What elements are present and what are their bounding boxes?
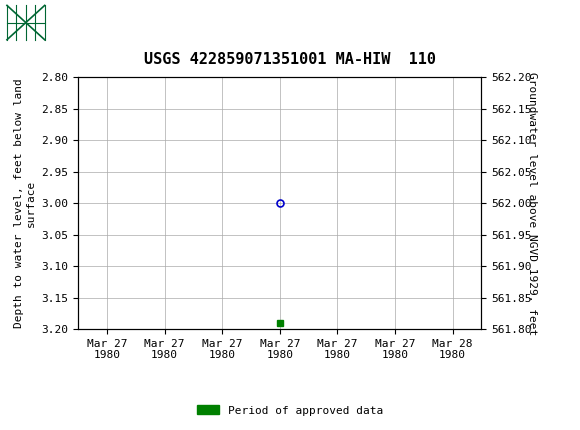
FancyBboxPatch shape xyxy=(7,6,45,40)
Legend: Period of approved data: Period of approved data xyxy=(193,401,387,420)
Y-axis label: Depth to water level, feet below land
surface: Depth to water level, feet below land su… xyxy=(14,78,36,328)
Text: USGS: USGS xyxy=(49,14,104,31)
Y-axis label: Groundwater level above NGVD 1929, feet: Groundwater level above NGVD 1929, feet xyxy=(527,71,537,335)
Text: USGS 422859071351001 MA-HIW  110: USGS 422859071351001 MA-HIW 110 xyxy=(144,52,436,67)
